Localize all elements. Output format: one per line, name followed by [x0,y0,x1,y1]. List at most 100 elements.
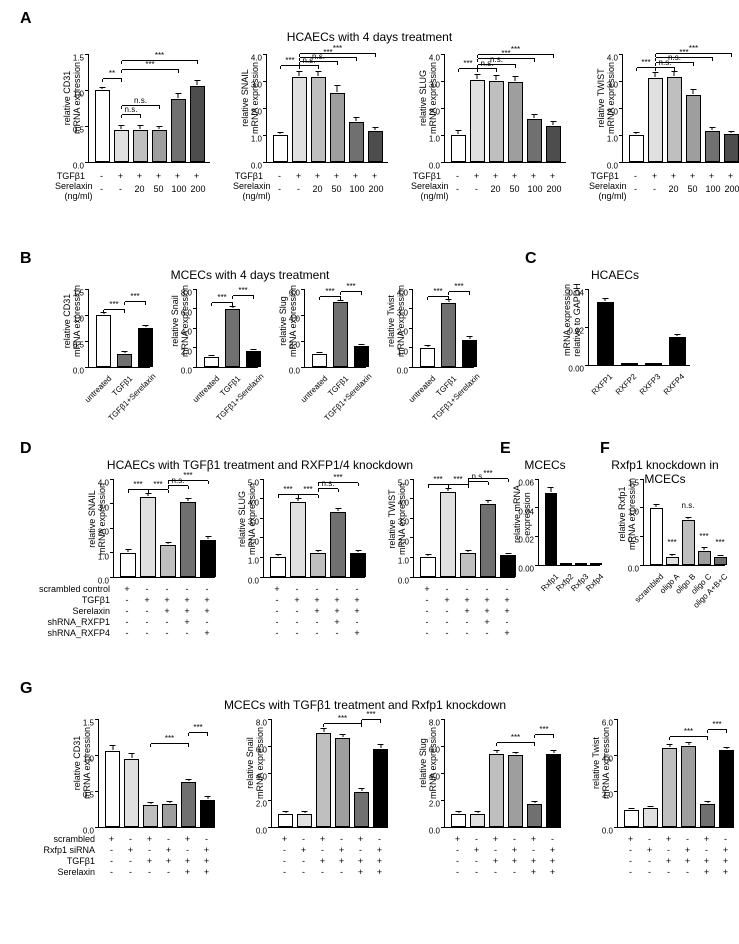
condition-value: - [462,628,472,638]
label-D: D [20,440,32,458]
chart: 0.00.51.01.5**n.s.n.s.******relative CD3… [60,55,210,165]
condition-value: 100 [350,184,362,194]
condition-value: - [312,628,322,638]
condition-row-label: TGFβ1 [30,856,95,866]
condition-value: + [683,856,693,866]
condition-value: - [422,606,432,616]
condition-value: - [299,867,309,877]
condition-value: + [352,606,362,616]
condition-value: + [164,856,174,866]
condition-value: + [548,845,558,855]
condition-value: + [482,606,492,616]
condition-value: - [272,595,282,605]
condition-value: - [471,184,483,194]
condition-value: + [706,171,718,181]
condition-value: + [153,171,165,181]
label-G: G [20,680,32,698]
condition-value: + [145,834,155,844]
condition-value: + [482,617,492,627]
condition-value: + [183,834,193,844]
condition-value: + [202,845,212,855]
condition-value: + [702,856,712,866]
condition-value: - [318,867,328,877]
condition-value: + [312,606,322,616]
condition-value: - [442,628,452,638]
condition-value: + [162,606,172,616]
condition-value: + [352,595,362,605]
condition-value: + [369,171,381,181]
condition-value: - [280,845,290,855]
chart: 0.01.02.03.04.05.0******n.s.***relative … [235,480,365,580]
condition-value: + [375,845,385,855]
condition-value: + [721,845,731,855]
condition-value: + [491,834,501,844]
condition-value: - [352,617,362,627]
condition-value: - [162,628,172,638]
condition-value: + [182,617,192,627]
condition-value: + [664,856,674,866]
chart: 0.000.020.040.06relative mRNAexpression [510,480,600,568]
condition-value: + [272,584,282,594]
condition-row-label: scrambled [30,834,95,844]
condition-row-labels: TGFβ1Serelaxin(ng/ml) [411,171,441,201]
condition-row-label: Serelaxin [25,606,110,616]
condition-value: - [292,628,302,638]
condition-value: - [142,584,152,594]
condition-value: - [280,867,290,877]
condition-value: - [107,867,117,877]
chart: 0.01.02.03.04.0***n.s.n.s.******relative… [594,55,739,165]
condition-value: + [472,845,482,855]
condition-value: - [453,845,463,855]
condition-value: - [107,856,117,866]
condition-value: - [548,834,558,844]
condition-value: + [462,595,472,605]
condition-value: + [649,171,661,181]
chart: 0.01.02.03.04.0******relative TwistmRNA … [384,290,474,370]
condition-value: - [442,584,452,594]
condition-value: + [375,856,385,866]
condition-value: + [134,171,146,181]
condition-value: - [472,834,482,844]
condition-value: - [142,617,152,627]
condition-value: + [182,606,192,616]
chart: 0.02.04.06.0******relative SlugmRNA expr… [276,290,366,370]
chart: 0.01.02.03.04.0***n.s.n.s.******relative… [238,55,388,165]
condition-value: - [337,867,347,877]
title-C: HCAECs [540,268,690,282]
condition-value: - [422,595,432,605]
chart: 0.01.02.03.04.0******n.s.***relative SNA… [85,480,215,580]
condition-value: - [491,845,501,855]
condition-value: - [482,628,492,638]
condition-row-labels: TGFβ1Serelaxin(ng/ml) [233,171,263,201]
condition-value: - [202,584,212,594]
condition-value: + [548,867,558,877]
condition-row-label: shRNA_RXFP1 [25,617,110,627]
condition-value: + [356,867,366,877]
condition-value: 200 [369,184,381,194]
condition-value: 200 [547,184,559,194]
title-A: HCAECs with 4 days treatment [0,30,739,44]
condition-value: 200 [725,184,737,194]
condition-value: + [350,171,362,181]
condition-value: + [490,171,502,181]
condition-value: 100 [706,184,718,194]
chart: 0.02.04.06.0******relative TwistmRNA exp… [589,720,734,830]
condition-value: + [145,856,155,866]
condition-value: + [471,171,483,181]
condition-value: + [202,595,212,605]
condition-value: - [375,834,385,844]
condition-value: + [337,845,347,855]
condition-value: + [332,595,342,605]
condition-row-label: TGFβ1 [25,595,110,605]
condition-value: + [162,595,172,605]
chart: 0.01.02.03.04.0***n.s.n.s.******relative… [416,55,566,165]
condition-value: + [164,845,174,855]
condition-value: - [510,834,520,844]
condition-value: - [422,628,432,638]
condition-value: + [509,171,521,181]
condition-row-labels: TGFβ1Serelaxin(ng/ml) [55,171,85,201]
condition-value: + [375,867,385,877]
condition-value: + [202,606,212,616]
condition-value: - [96,184,108,194]
condition-value: - [318,845,328,855]
